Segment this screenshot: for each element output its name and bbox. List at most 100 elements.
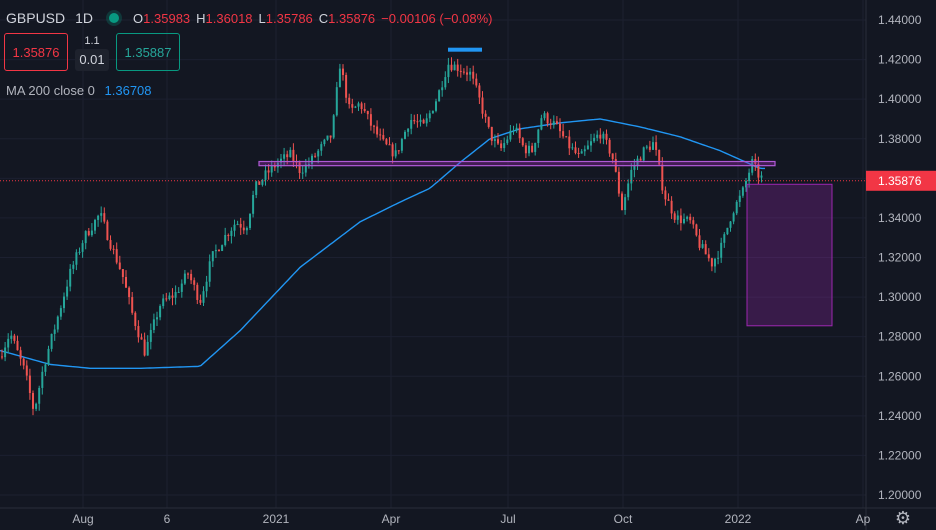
candle-body: [10, 335, 13, 339]
candle-body: [314, 155, 317, 157]
candle-body: [438, 90, 441, 102]
candle-body: [320, 144, 323, 151]
indicator-label: MA 200 close 0: [6, 83, 95, 98]
candle-body: [354, 106, 357, 108]
candle-body: [292, 149, 295, 162]
indicator-legend[interactable]: MA 200 close 0 1.36708: [6, 83, 152, 98]
gear-icon[interactable]: ⚙: [894, 508, 912, 528]
live-dot-icon: [109, 13, 120, 23]
candle-body: [552, 121, 555, 125]
candle-body: [670, 200, 673, 214]
candle-body: [571, 147, 574, 149]
candle-body: [301, 172, 304, 174]
candle-body: [47, 348, 50, 365]
candle-body: [624, 197, 627, 211]
candle-body: [559, 123, 561, 132]
candle-body: [146, 341, 149, 356]
time-tick-label: Ap: [856, 512, 871, 526]
candle-body: [118, 262, 121, 270]
candle-body: [298, 162, 301, 173]
time-axis[interactable]: Aug 6 2021 Apr Jul Oct 2022 Ap: [72, 512, 870, 526]
price-tick-label: 1.32000: [878, 251, 922, 265]
candle-body: [745, 180, 747, 188]
candle-body: [264, 170, 267, 180]
candle-body: [462, 71, 465, 73]
candle-body: [75, 252, 78, 265]
timeframe[interactable]: 1D: [75, 10, 94, 26]
candle-body: [487, 116, 490, 127]
candle-body: [230, 230, 233, 237]
candle-body: [459, 70, 462, 72]
candle-body: [664, 190, 667, 200]
drawings[interactable]: [258, 47, 833, 327]
candle-body: [583, 149, 586, 152]
candle-body: [518, 127, 521, 139]
candle-body: [304, 164, 307, 173]
price-tick-label: 1.22000: [878, 448, 922, 462]
candle-body: [704, 244, 707, 255]
candle-body: [599, 134, 602, 139]
candle-body: [329, 135, 332, 138]
candle-body: [162, 298, 165, 307]
grid-lines: [0, 0, 866, 508]
low-value: 1.35786: [265, 10, 313, 26]
candle-body: [360, 103, 363, 110]
candle-body: [453, 64, 456, 71]
candle-body: [617, 171, 620, 194]
candle-body: [748, 172, 751, 181]
candle-body: [379, 134, 382, 136]
candle-body: [63, 296, 65, 309]
candle-body: [707, 254, 710, 259]
candle-body: [338, 68, 341, 88]
high-value: 1.36018: [205, 10, 253, 26]
candle-body: [627, 183, 630, 198]
candle-body: [131, 297, 134, 313]
price-tick-label: 1.38000: [878, 132, 922, 146]
candle-body: [1, 356, 3, 358]
candle-body: [484, 113, 487, 117]
symbol-legend[interactable]: GBPUSD 1D O 1.35983 H 1.36018 L 1.35786 C 1.…: [6, 10, 498, 26]
candle-body: [255, 181, 258, 195]
quantity-input[interactable]: 0.01: [75, 49, 109, 71]
candle-body: [149, 329, 152, 342]
candle-body: [407, 128, 410, 132]
symbol-name[interactable]: GBPUSD: [6, 10, 66, 26]
candle-body: [630, 169, 633, 184]
candle-body: [422, 119, 425, 124]
candle-body: [493, 139, 496, 141]
price-tick-label: 1.42000: [878, 53, 922, 67]
candle-body: [190, 273, 193, 281]
price-tick-label: 1.34000: [878, 211, 922, 225]
candle-body: [661, 164, 664, 191]
trade-panel: 1.35876 1.1 0.01 1.35887: [4, 33, 180, 71]
candle-body: [112, 248, 115, 250]
time-tick-label: Jul: [500, 512, 515, 526]
candle-body: [84, 231, 87, 244]
candle-body: [540, 118, 543, 130]
candle-body: [317, 150, 320, 157]
candle-body: [447, 64, 450, 78]
candle-body: [137, 325, 140, 338]
candle-body: [165, 298, 168, 300]
candle-body: [72, 264, 75, 269]
candle-body: [593, 137, 596, 142]
candle-body: [500, 143, 503, 149]
candle-body: [689, 216, 692, 221]
candle-body: [683, 218, 685, 224]
candle-body: [738, 195, 741, 202]
sell-button[interactable]: 1.35876: [4, 33, 68, 71]
candle-body: [239, 223, 242, 228]
candle-body: [391, 144, 394, 157]
candle-body: [22, 358, 25, 366]
plot-area: [0, 0, 866, 508]
candle-body: [611, 153, 614, 160]
candle-body: [289, 149, 292, 158]
low-label: L: [258, 10, 266, 26]
candle-body: [410, 119, 413, 129]
candle-body: [512, 130, 515, 132]
candle-body: [404, 131, 406, 139]
buy-button[interactable]: 1.35887: [116, 33, 180, 71]
candle-body: [174, 291, 177, 298]
candle-body: [686, 216, 689, 219]
